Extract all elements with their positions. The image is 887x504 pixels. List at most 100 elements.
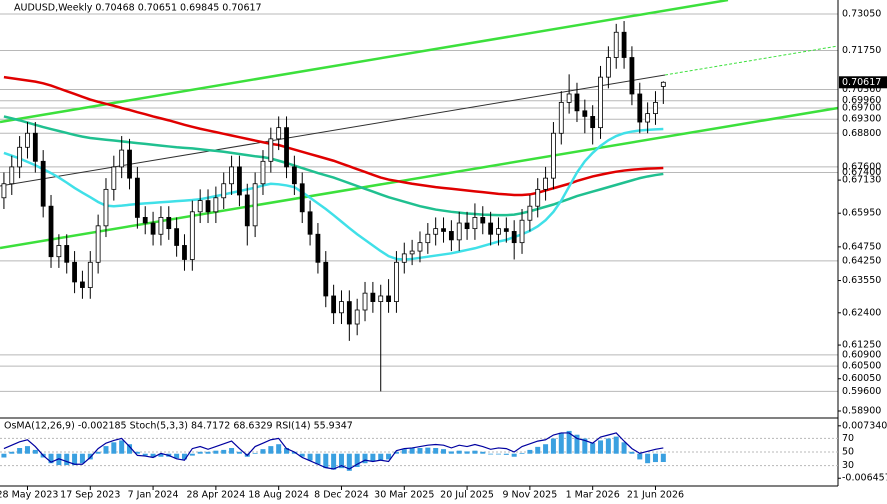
candle-body [323,261,329,297]
osma-bar [24,446,30,454]
osma-bar [1,453,7,458]
candle-body [331,295,337,314]
level-label: 0.69960 [842,95,881,106]
osma-bar [252,452,258,454]
candle-body [252,183,258,227]
osma-bar [433,448,439,454]
osma-bar [9,451,15,454]
osma-bar [621,442,627,454]
candle-body [582,110,588,117]
candle-body [134,177,140,218]
candle-body [127,149,132,179]
level-label: 0.70360 [842,84,881,95]
osma-bar [338,453,344,469]
level-label: 0.68800 [842,128,881,139]
osma-bar [527,449,533,454]
last-price-label: 0.70617 [842,77,881,88]
candle-body [551,132,556,179]
candle-body [182,245,187,260]
candle-body [645,113,651,123]
candle-body [558,101,564,134]
osma-bar [558,432,564,454]
candle-body [378,295,384,302]
indicator-title: OsMA(12,26,9) -0.002185 Stoch(5,3,3) 84.… [4,421,353,432]
moving-average [3,127,664,261]
candle-body [244,194,250,227]
osma-bar [652,453,658,463]
candle-body [9,166,15,185]
osma-bar [378,453,384,461]
candle-body [425,233,431,244]
y-tick-label: 30 [842,460,854,471]
candle-body [64,245,70,263]
candle-body [653,101,658,115]
osma-bar [181,453,187,460]
osma-bar [637,453,643,460]
osma-bar [134,451,140,454]
candle-body [535,188,541,207]
level-label: 0.60500 [842,361,881,372]
candle-body [441,228,446,232]
level-label: 0.59600 [842,386,881,397]
osma-bar [331,453,337,470]
osma-bar [127,444,133,454]
candle-body [370,292,376,302]
y-tick-label: 0.67130 [842,175,881,186]
trendline [0,0,729,124]
osma-bar [605,438,611,454]
y-tick-label: 0.61250 [842,340,881,351]
candle-body [72,261,77,283]
candle-body [598,76,603,129]
candle-body [307,211,313,235]
osma-bar [613,436,619,454]
osma-bar [174,453,180,459]
x-tick-label: 30 Mar 2025 [374,490,434,501]
candle-body [480,217,486,224]
osma-bar [535,446,541,454]
osma-bar [401,449,407,454]
candle-body [48,205,54,258]
osma-bar [495,453,501,455]
candle-body [142,217,148,224]
level-label: 0.69700 [842,103,881,114]
osma-bar [64,453,70,466]
candle-body [354,309,360,325]
osma-bar [158,453,164,457]
level-label: 0.67600 [842,161,881,172]
indicator-line [3,432,664,470]
candle-body [605,57,611,78]
osma-bar [354,453,360,468]
osma-bar [119,440,125,454]
candle-body [503,228,509,232]
osma-bar [574,434,580,454]
osma-bar [291,451,297,454]
osma-bar [72,453,78,466]
x-tick-label: 21 Jun 2026 [627,490,684,501]
level-label: 0.71750 [842,45,881,56]
osma-bar [197,451,203,454]
candle-body [464,222,470,230]
candle-body [95,225,101,263]
y-tick-label: 0.65950 [842,208,881,219]
y-tick-label: 70 [842,433,854,444]
candle-body [566,93,572,103]
candle-body [362,292,368,311]
osma-bar [221,449,227,454]
osma-bar [103,446,109,454]
osma-bar [370,453,376,462]
candle-body [527,205,533,221]
osma-bar [472,450,478,454]
level-label: 0.69300 [842,114,881,125]
candle-body [158,217,164,235]
y2-tick-label: -0.006457 [842,473,887,484]
x-tick-label: 28 Apr 2024 [187,490,246,501]
candle-body [80,281,85,288]
candle-body [409,250,415,255]
candle-body [205,200,211,213]
candle-body [496,228,501,235]
x-tick-label: 20 Jul 2025 [440,490,494,501]
candle-body [472,217,478,230]
y2-tick-label: 0.007340 [842,420,887,431]
candle-body [448,231,454,241]
